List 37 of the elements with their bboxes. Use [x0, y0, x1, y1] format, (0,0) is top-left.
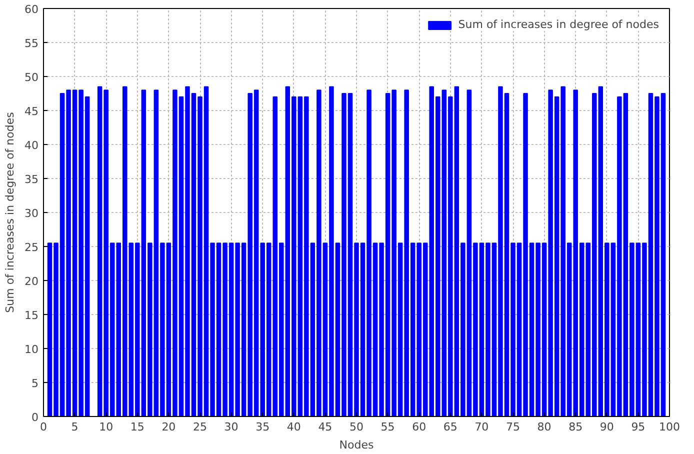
- y-tick-label: 60: [24, 3, 39, 16]
- x-tick-label: 50: [350, 420, 364, 434]
- x-tick-label: 25: [193, 420, 207, 434]
- x-tick-label: 45: [318, 420, 332, 434]
- x-tick-label: 55: [380, 420, 395, 434]
- y-tick-label: 10: [24, 343, 39, 356]
- x-tick-label: 60: [412, 420, 426, 434]
- y-tick-label: 45: [24, 105, 39, 118]
- x-tick-label: 65: [443, 420, 458, 434]
- x-tick-label: 95: [631, 420, 646, 434]
- y-tick-label: 20: [24, 275, 39, 288]
- x-tick-label: 30: [224, 420, 238, 434]
- y-tick-label: 35: [24, 173, 39, 186]
- y-axis-title: Sum of increases in degree of nodes: [4, 112, 17, 313]
- x-tick-label: 15: [130, 420, 144, 434]
- x-tick-label: 10: [99, 420, 114, 434]
- x-tick-label: 80: [537, 420, 552, 434]
- x-tick-label: 85: [568, 420, 583, 434]
- x-tick-label: 35: [256, 420, 270, 434]
- x-tick-label: 75: [506, 420, 520, 434]
- x-tick-label: 70: [474, 420, 489, 434]
- x-tick-label: 20: [162, 420, 176, 434]
- x-tick-label: 40: [286, 420, 301, 434]
- x-tick-label: 5: [71, 420, 78, 434]
- x-tick-label: 100: [659, 420, 680, 434]
- x-tick-label: 0: [40, 420, 47, 434]
- y-tick-label: 40: [24, 139, 39, 152]
- x-axis-title: Nodes: [339, 438, 374, 452]
- x-tick-label: 90: [600, 420, 614, 434]
- y-tick-label: 5: [32, 377, 38, 390]
- y-tick-label: 55: [24, 37, 39, 50]
- legend-label: Sum of increases in degree of nodes: [458, 18, 659, 31]
- y-tick-label: 30: [24, 207, 39, 220]
- y-tick-label: 0: [32, 411, 38, 424]
- y-tick-label: 15: [24, 309, 39, 322]
- y-tick-label: 25: [24, 241, 39, 254]
- y-tick-label: 50: [24, 71, 39, 84]
